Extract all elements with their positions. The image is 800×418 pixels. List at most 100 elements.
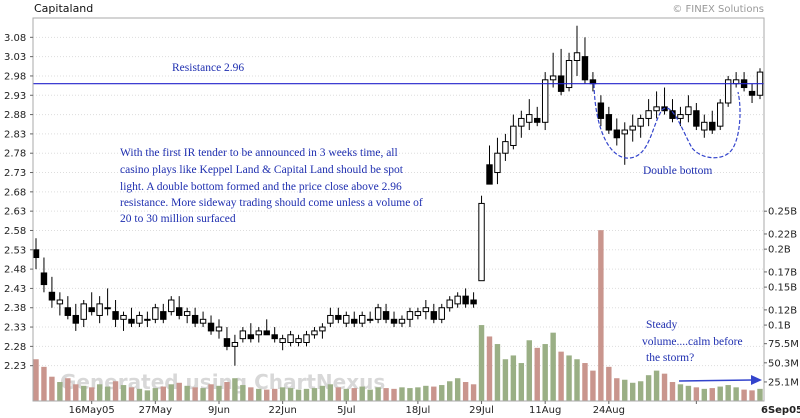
volume-arrow-head [751, 375, 762, 385]
volume-bar [335, 387, 342, 401]
volume-bar [33, 359, 39, 401]
double-bottom-curve [593, 83, 741, 159]
candle-body [231, 342, 239, 347]
date-tick-label: 9Jun [208, 405, 230, 416]
volume-bar [391, 388, 397, 401]
candle-body [414, 311, 422, 316]
volume-bar [375, 387, 381, 401]
date-tick-label: 18Jul [405, 405, 430, 416]
candle-body [223, 338, 231, 347]
commentary-line: resistance. More sideway trading should … [120, 197, 423, 209]
volume-bar [550, 332, 556, 401]
date-tick-label: 27May [139, 405, 172, 416]
candle-body [263, 330, 270, 336]
candle-body [717, 102, 724, 127]
volume-bar [256, 388, 262, 401]
volume-bar [661, 373, 668, 401]
candle-body [406, 311, 414, 320]
volume-bar [351, 388, 357, 401]
candle-body [685, 106, 692, 116]
candle-body [724, 79, 732, 104]
candle-body [438, 307, 445, 320]
date-tick-label: 5Jul [337, 405, 355, 416]
candle-body [748, 90, 756, 96]
candle-body [454, 295, 461, 305]
volume-bar [582, 363, 588, 401]
candle-body [518, 117, 525, 127]
candle-body [255, 330, 262, 336]
volume-bar [637, 381, 644, 401]
volume-bar [200, 388, 206, 401]
price-tick-label: 2.43 [4, 284, 26, 295]
candle-body [709, 121, 716, 131]
price-tick-label: 2.78 [4, 149, 26, 160]
volume-bar [49, 376, 55, 401]
candle-body [136, 314, 143, 324]
volume-bar [359, 386, 365, 401]
volume-tick-label: 50.3M [768, 358, 799, 369]
volume-bar [311, 388, 318, 401]
volume-bar [454, 378, 461, 401]
volume-bar [439, 385, 445, 401]
volume-bar [470, 384, 477, 401]
volume-bar [709, 388, 715, 401]
candle-body [422, 307, 430, 313]
candle-body [303, 334, 310, 344]
volume-tick-label: 0.25B [768, 207, 797, 218]
candle-body [366, 318, 374, 321]
candle-body [48, 291, 56, 301]
price-tick-label: 2.33 [4, 323, 26, 334]
candle-body [629, 125, 636, 131]
date-tick-label: 16May05 [69, 405, 115, 416]
candle-body [247, 334, 255, 340]
volume-bar [653, 370, 660, 401]
volume-bar [65, 378, 71, 401]
date-tick-label: 11Aug [529, 405, 561, 416]
volume-bar [725, 385, 731, 401]
volume-tick-label: 0.12B [768, 305, 797, 316]
candle-body [287, 334, 294, 344]
volume-bar [383, 388, 389, 401]
volume-bar [104, 386, 111, 401]
price-tick-label: 2.83 [4, 129, 26, 140]
price-tick-label: 2.68 [4, 187, 26, 198]
double-bottom-label: Double bottom [643, 165, 712, 177]
price-tick-label: 3.08 [4, 33, 26, 44]
candle-body [573, 52, 581, 61]
volume-bar [701, 388, 708, 401]
volume-bar [152, 388, 159, 401]
volume-bar [168, 384, 174, 401]
volume-bar [606, 366, 612, 401]
volume-bar [462, 382, 469, 401]
candle-body [653, 106, 660, 112]
candle-body [351, 318, 358, 324]
volume-bar [240, 385, 246, 401]
volume-bar [303, 388, 310, 401]
candle-body [160, 311, 167, 320]
candle-body [88, 307, 95, 313]
candle-body [64, 307, 72, 316]
plot-frame [32, 17, 765, 402]
price-tick-label: 2.23 [4, 361, 26, 372]
candle-body [279, 338, 286, 344]
volume-bar [232, 378, 238, 401]
candle-body [693, 110, 700, 127]
volume-bar [279, 387, 286, 401]
candle-body [112, 311, 119, 320]
volume-bar [208, 384, 214, 401]
candle-body [40, 272, 48, 286]
volume-axis: 0.25B 0.22B 0.2B 0.17B 0.15B 0.12B 0.1B 75.5M 50… [764, 207, 799, 388]
candle-body [343, 314, 350, 324]
candle-body [470, 299, 477, 305]
volume-bar [88, 387, 95, 401]
volume-bar [574, 359, 580, 401]
volume-tick-label: 75.5M [768, 339, 799, 350]
volume-tick-label: 0.15B [768, 283, 797, 294]
credit-text: © FINEX Solutions [672, 4, 764, 15]
volume-bar [271, 388, 278, 401]
candle-body [605, 114, 613, 131]
volume-bar [73, 384, 79, 401]
candle-body [199, 318, 207, 324]
volume-bar [41, 366, 47, 401]
